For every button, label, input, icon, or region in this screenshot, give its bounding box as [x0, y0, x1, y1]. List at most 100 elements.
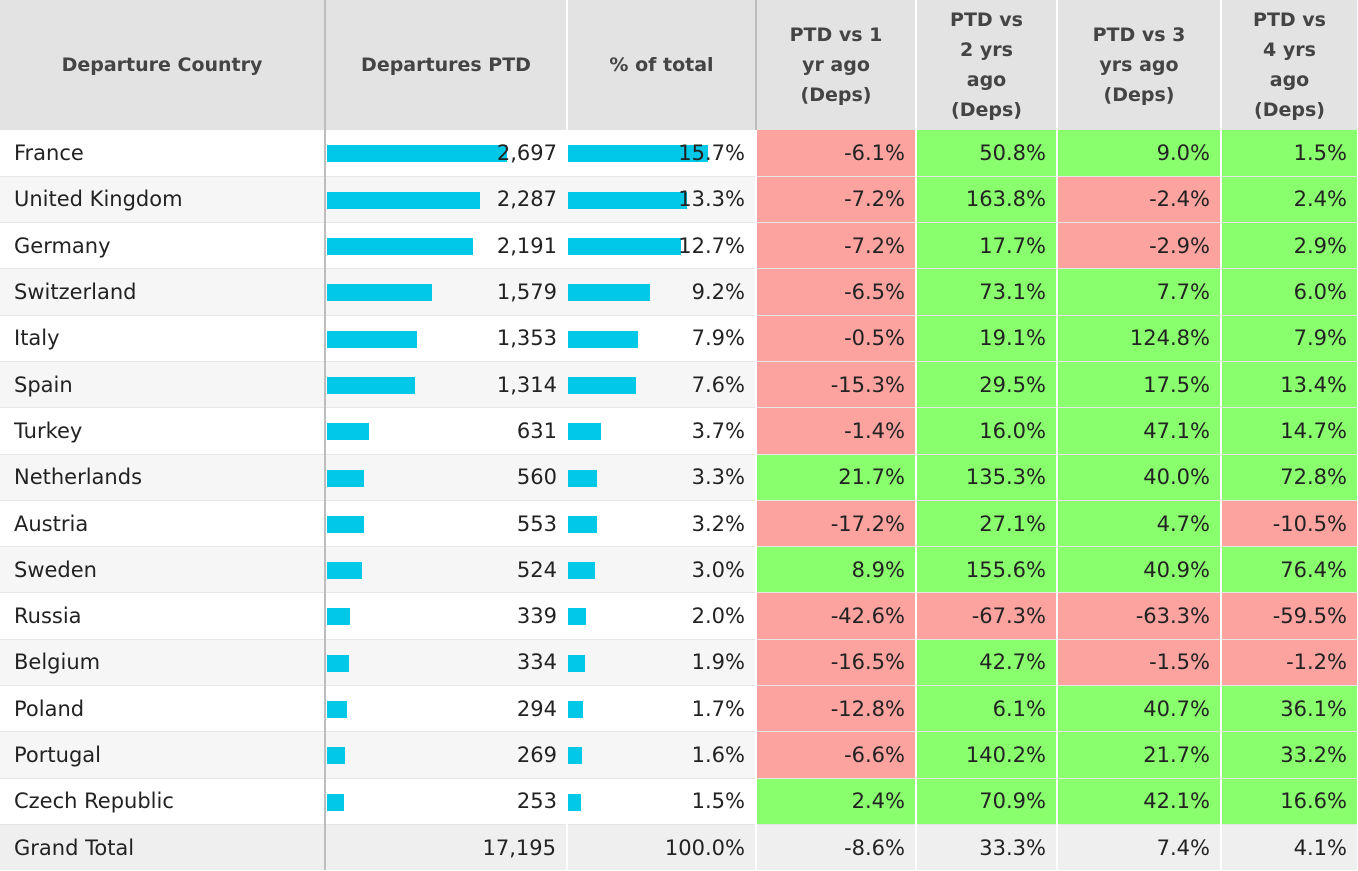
- change-vs4-cell: 72.8%: [1221, 454, 1358, 501]
- table-row[interactable]: Turkey 631 3.7% -1.4% 16.0% 47.1% 14.7%: [0, 407, 1358, 455]
- change-vs3-cell: 124.8%: [1057, 315, 1222, 362]
- country-cell: Portugal: [0, 731, 326, 779]
- share-cell-value: 12.7%: [678, 233, 745, 258]
- departures-cell: 294: [325, 685, 567, 733]
- table-row[interactable]: France 2,697 15.7% -6.1% 50.8% 9.0% 1.5%: [0, 130, 1358, 177]
- country-cell: Switzerland: [0, 268, 326, 316]
- table-row[interactable]: Netherlands 560 3.3% 21.7% 135.3% 40.0% 72.8%: [0, 454, 1358, 501]
- country-cell: United Kingdom: [0, 176, 326, 224]
- share-cell-value: 15.7%: [678, 140, 745, 165]
- header-ptd-vs-4-yrs[interactable]: PTD vs 4 yrs ago (Deps): [1221, 0, 1358, 130]
- table-row[interactable]: Belgium 334 1.9% -16.5% 42.7% -1.5% -1.2%: [0, 639, 1358, 687]
- header-ptd-vs-3-yrs[interactable]: PTD vs 3 yrs ago (Deps): [1057, 0, 1222, 130]
- change-vs2-cell: 73.1%: [916, 268, 1058, 316]
- change-vs1-cell: -1.4%: [756, 407, 917, 455]
- departures-cell-value: 334: [516, 650, 557, 675]
- change-vs3-cell: 7.7%: [1057, 268, 1222, 316]
- country-cell: Belgium: [0, 639, 326, 687]
- table-row[interactable]: Spain 1,314 7.6% -15.3% 29.5% 17.5% 13.4%: [0, 361, 1358, 409]
- departures-bar: [327, 376, 415, 394]
- change-vs3-cell: 47.1%: [1057, 407, 1222, 455]
- departures-cell: 2,697: [325, 130, 567, 177]
- departures-cell: 553: [325, 500, 567, 548]
- change-vs4-cell: 14.7%: [1221, 407, 1358, 455]
- share-cell-value: 3.7%: [691, 418, 745, 443]
- departures-bar: [327, 469, 364, 487]
- change-vs3-cell: 42.1%: [1057, 778, 1222, 825]
- header-ptd-vs-2-yrs-line: (Deps): [951, 99, 1022, 121]
- grand-total-row: Grand Total 17,195 100.0% -8.6% 33.3% 7.4% 4.1…: [0, 824, 1358, 871]
- table-row[interactable]: Austria 553 3.2% -17.2% 27.1% 4.7% -10.5%: [0, 500, 1358, 548]
- change-vs2-cell: 140.2%: [916, 731, 1058, 779]
- departures-bar: [327, 701, 347, 719]
- header-ptd-vs-4-yrs-line: ago: [1269, 69, 1310, 91]
- change-vs4-cell: 7.9%: [1221, 315, 1358, 362]
- table-row[interactable]: Germany 2,191 12.7% -7.2% 17.7% -2.9% 2.9%: [0, 222, 1358, 270]
- change-vs1-cell: 21.7%: [756, 454, 917, 501]
- share-cell: 1.5%: [567, 778, 757, 825]
- header-ptd-vs-2-yrs-line: 2 yrs: [960, 39, 1013, 61]
- country-cell: Italy: [0, 315, 326, 362]
- table-row[interactable]: Czech Republic 253 1.5% 2.4% 70.9% 42.1% 16.6%: [0, 778, 1358, 825]
- departures-cell: 339: [325, 592, 567, 640]
- departures-cell-value: 553: [516, 511, 557, 536]
- departures-cell-value: 560: [516, 465, 557, 490]
- change-vs1-cell: -7.2%: [756, 176, 917, 224]
- change-vs4-cell: 33.2%: [1221, 731, 1358, 779]
- departures-bar: [327, 793, 344, 811]
- header-departure-country[interactable]: Departure Country: [0, 0, 326, 130]
- change-vs2-cell: 27.1%: [916, 500, 1058, 548]
- share-cell: 7.9%: [567, 315, 757, 362]
- country-cell: Sweden: [0, 546, 326, 594]
- table-row[interactable]: Sweden 524 3.0% 8.9% 155.6% 40.9% 76.4%: [0, 546, 1358, 594]
- country-cell: Austria: [0, 500, 326, 548]
- share-bar: [568, 284, 650, 302]
- share-cell: 2.0%: [567, 592, 757, 640]
- header-percent-of-total[interactable]: % of total: [567, 0, 757, 130]
- header-departures-ptd[interactable]: Departures PTD: [325, 0, 568, 130]
- change-vs2-cell: 135.3%: [916, 454, 1058, 501]
- change-vs3-cell: 40.0%: [1057, 454, 1222, 501]
- departures-cell: 1,579: [325, 268, 567, 316]
- change-vs3-cell: -1.5%: [1057, 639, 1222, 687]
- change-vs2-cell: 19.1%: [916, 315, 1058, 362]
- header-ptd-vs-1-yr-line: yr ago: [802, 54, 870, 76]
- header-percent-of-total-line: % of total: [609, 54, 714, 76]
- header-ptd-vs-2-yrs[interactable]: PTD vs 2 yrs ago (Deps): [916, 0, 1058, 130]
- header-departure-country-line: Departure Country: [61, 54, 263, 76]
- share-cell-value: 3.0%: [691, 557, 745, 582]
- header-row: Departure Country Departures PTD % of tota…: [0, 0, 1358, 130]
- departures-cell: 269: [325, 731, 567, 779]
- table-row[interactable]: Italy 1,353 7.9% -0.5% 19.1% 124.8% 7.9%: [0, 315, 1358, 362]
- table-row[interactable]: Portugal 269 1.6% -6.6% 140.2% 21.7% 33.2%: [0, 731, 1358, 779]
- table-row[interactable]: Poland 294 1.7% -12.8% 6.1% 40.7% 36.1%: [0, 685, 1358, 733]
- country-cell: France: [0, 130, 326, 177]
- change-vs4-cell: 2.4%: [1221, 176, 1358, 224]
- departures-cell: 334: [325, 639, 567, 687]
- change-vs2-cell: 70.9%: [916, 778, 1058, 825]
- change-vs2-cell: 42.7%: [916, 639, 1058, 687]
- table-row[interactable]: United Kingdom 2,287 13.3% -7.2% 163.8% -2.4%…: [0, 176, 1358, 224]
- change-vs1-cell: -0.5%: [756, 315, 917, 362]
- share-cell: 1.6%: [567, 731, 757, 779]
- departures-bar: [327, 423, 369, 441]
- table-row[interactable]: Russia 339 2.0% -42.6% -67.3% -63.3% -59.5%: [0, 592, 1358, 640]
- share-cell: 13.3%: [567, 176, 757, 224]
- departures-bar: [327, 191, 480, 209]
- departures-cell: 631: [325, 407, 567, 455]
- table-row[interactable]: Switzerland 1,579 9.2% -6.5% 73.1% 7.7% 6.0%: [0, 268, 1358, 316]
- country-cell: Spain: [0, 361, 326, 409]
- departures-cell: 2,287: [325, 176, 567, 224]
- share-bar: [568, 469, 597, 487]
- share-bar: [568, 515, 597, 533]
- departures-bar: [327, 562, 362, 580]
- header-ptd-vs-1-yr[interactable]: PTD vs 1 yr ago (Deps): [756, 0, 917, 130]
- departures-cell: 253: [325, 778, 567, 825]
- header-ptd-vs-3-yrs-line: (Deps): [1103, 84, 1175, 106]
- departures-cell: 1,314: [325, 361, 567, 409]
- header-ptd-vs-3-yrs-line: yrs ago: [1099, 54, 1179, 76]
- share-bar: [568, 376, 636, 394]
- header-ptd-vs-4-yrs-line: 4 yrs: [1263, 39, 1316, 61]
- change-vs4-cell: 36.1%: [1221, 685, 1358, 733]
- share-bar: [568, 191, 687, 209]
